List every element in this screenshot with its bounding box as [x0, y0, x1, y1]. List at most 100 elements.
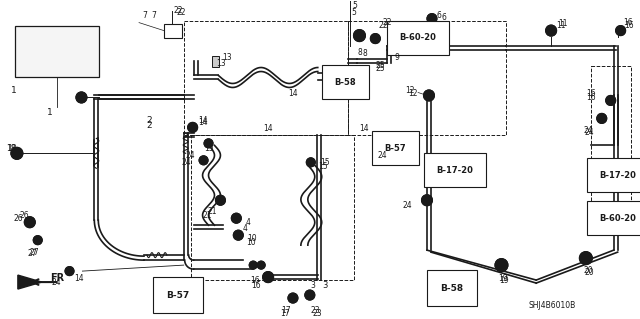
Circle shape — [65, 267, 74, 276]
Text: 24: 24 — [583, 126, 593, 135]
Circle shape — [308, 293, 312, 297]
Text: 14: 14 — [74, 274, 84, 283]
Circle shape — [68, 269, 72, 273]
Circle shape — [236, 233, 240, 237]
Text: 12: 12 — [406, 86, 415, 95]
Text: 4: 4 — [245, 218, 250, 227]
Circle shape — [546, 25, 557, 36]
Circle shape — [204, 139, 213, 148]
Text: 24: 24 — [584, 128, 594, 137]
Circle shape — [11, 147, 23, 159]
Text: 21: 21 — [208, 207, 217, 216]
Bar — [211, 56, 220, 67]
Text: 24: 24 — [378, 151, 387, 160]
Text: 15: 15 — [320, 158, 330, 167]
Text: 4: 4 — [243, 224, 247, 233]
Text: 6: 6 — [437, 11, 442, 20]
Text: 18: 18 — [7, 144, 17, 153]
Circle shape — [309, 160, 313, 164]
Text: 20: 20 — [583, 266, 593, 275]
Circle shape — [191, 125, 195, 130]
Text: 14: 14 — [198, 118, 208, 127]
Text: 22: 22 — [378, 21, 388, 30]
Text: 26: 26 — [20, 211, 29, 220]
Text: 15: 15 — [317, 162, 328, 171]
Text: 2: 2 — [146, 116, 152, 125]
Circle shape — [616, 26, 625, 36]
Text: 2: 2 — [146, 121, 152, 130]
Text: 9: 9 — [389, 44, 394, 53]
Circle shape — [218, 198, 223, 202]
Text: SHJ4B6010B: SHJ4B6010B — [528, 300, 575, 309]
Text: 13: 13 — [216, 59, 226, 68]
Circle shape — [291, 296, 295, 300]
Circle shape — [307, 158, 316, 167]
Circle shape — [257, 261, 265, 269]
Text: 13: 13 — [223, 53, 232, 62]
Circle shape — [605, 95, 616, 106]
Text: 11: 11 — [558, 19, 568, 28]
Text: 24: 24 — [186, 151, 195, 160]
Text: B-57: B-57 — [385, 144, 406, 153]
Circle shape — [207, 141, 211, 145]
Bar — [191, 135, 355, 280]
Text: 10: 10 — [247, 234, 257, 243]
Circle shape — [199, 156, 208, 165]
Text: 10: 10 — [246, 238, 256, 247]
Text: B-58: B-58 — [440, 284, 463, 293]
Circle shape — [234, 216, 238, 220]
Text: 14: 14 — [263, 124, 273, 133]
Circle shape — [596, 114, 607, 123]
Text: 16: 16 — [586, 93, 596, 102]
Text: 12: 12 — [408, 89, 418, 98]
Circle shape — [609, 99, 612, 102]
Circle shape — [424, 198, 429, 203]
Text: 16: 16 — [250, 276, 260, 285]
Text: 27: 27 — [28, 249, 37, 258]
Circle shape — [424, 90, 435, 101]
Circle shape — [202, 158, 205, 162]
Text: 25: 25 — [375, 61, 385, 70]
Text: B-58: B-58 — [335, 78, 356, 87]
Circle shape — [216, 195, 225, 205]
Circle shape — [371, 33, 380, 44]
Text: 14: 14 — [360, 124, 369, 133]
Text: 22: 22 — [382, 18, 392, 27]
Circle shape — [499, 263, 504, 268]
Text: 25: 25 — [375, 64, 385, 73]
Circle shape — [426, 93, 431, 98]
Circle shape — [76, 92, 87, 103]
Text: 1: 1 — [47, 108, 52, 117]
Text: 24: 24 — [52, 278, 61, 286]
Circle shape — [430, 17, 434, 21]
Circle shape — [188, 122, 198, 132]
Text: 24: 24 — [181, 158, 191, 167]
Circle shape — [28, 220, 32, 225]
Text: B-17-20: B-17-20 — [436, 166, 473, 175]
Circle shape — [24, 217, 35, 228]
Text: B-17-20: B-17-20 — [599, 171, 636, 180]
Text: 7: 7 — [142, 11, 147, 20]
Bar — [15, 26, 99, 78]
Circle shape — [262, 271, 273, 283]
Text: 3: 3 — [310, 281, 316, 290]
Text: 17: 17 — [281, 306, 291, 315]
Text: 17: 17 — [280, 308, 290, 317]
Circle shape — [260, 263, 262, 267]
Text: B-57: B-57 — [166, 291, 189, 300]
Text: 22: 22 — [174, 6, 183, 15]
Text: 9: 9 — [394, 53, 399, 62]
Circle shape — [36, 238, 40, 242]
Circle shape — [14, 151, 19, 156]
Text: 16: 16 — [623, 18, 633, 27]
Text: 5: 5 — [351, 8, 356, 17]
Bar — [164, 24, 182, 38]
Circle shape — [422, 195, 433, 206]
Text: 22: 22 — [177, 8, 186, 17]
Polygon shape — [18, 275, 42, 289]
Text: 26: 26 — [14, 214, 24, 223]
Text: 27: 27 — [30, 248, 40, 257]
Bar — [591, 65, 630, 235]
Circle shape — [579, 252, 592, 265]
Text: 8: 8 — [362, 49, 367, 58]
